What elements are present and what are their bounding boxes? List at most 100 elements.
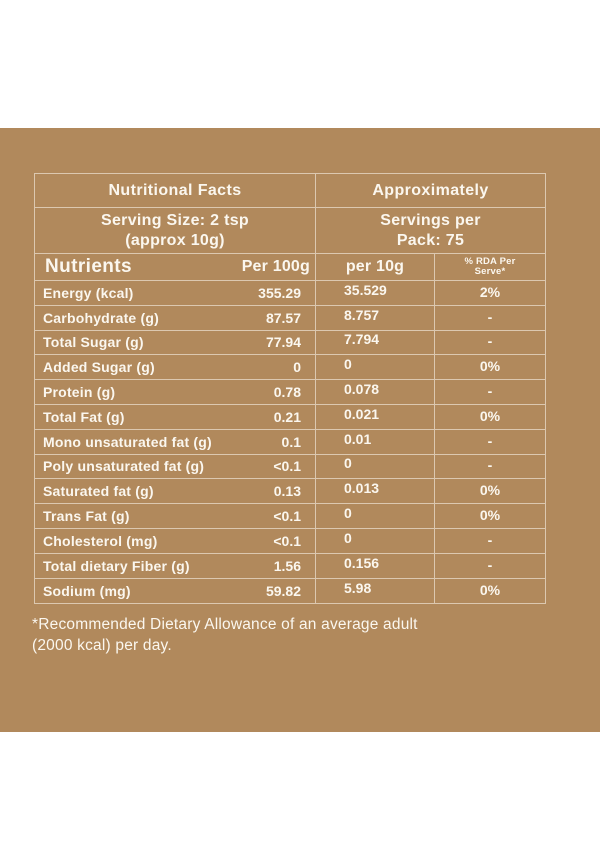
nutrient-cell: Sodium (mg) 59.82 [35, 578, 316, 604]
rda-value: - [487, 457, 493, 474]
serving-size-line2: (approx 10g) [125, 231, 225, 249]
per-10g-cell: 0.021 [316, 404, 435, 429]
per-10g-value: 0.01 [344, 430, 372, 447]
per-10g-value: 0 [344, 455, 352, 472]
nutrient-name: Carbohydrate (g) [43, 309, 159, 326]
per-100g-value: 0.1 [281, 433, 301, 450]
per-10g-column-header: per 10g [345, 258, 405, 275]
rda-value: 0% [479, 407, 501, 424]
per-10g-cell: 7.794 [316, 330, 435, 355]
per-10g-value: 0.078 [344, 381, 380, 398]
per-100g-value: 87.57 [265, 309, 301, 326]
per-10g-cell: 0.078 [316, 380, 435, 404]
nutrient-name: Protein (g) [43, 384, 116, 401]
per-10g-value: 5.98 [344, 579, 372, 596]
nutrition-facts-table: Nutritional Facts Approximately Serving … [34, 173, 546, 605]
nutrient-name: Total Sugar (g) [43, 334, 144, 351]
approximately-title: Approximately [372, 181, 489, 199]
nutrient-cell: Cholesterol (mg) <0.1 [35, 528, 316, 553]
rda-footnote: *Recommended Dietary Allowance of an ave… [32, 614, 418, 656]
per-100g-value: <0.1 [273, 532, 301, 549]
rda-value: 0% [479, 482, 501, 499]
nutrient-name: Trans Fat (g) [43, 508, 130, 525]
per-100g-value: 0.78 [273, 384, 301, 401]
per-100g-value: 0 [293, 359, 301, 376]
rda-cell: - [435, 430, 545, 454]
rda-value: 0% [479, 507, 501, 524]
nutrient-row: Trans Fat (g) <0.1 0 0% [35, 504, 545, 529]
nutrient-cell: Saturated fat (g) 0.13 [35, 479, 316, 504]
per-10g-cell: 0 [316, 454, 435, 479]
nutrient-row: Total Sugar (g) 77.94 7.794 - [35, 330, 545, 356]
nutrient-row: Total Fat (g) 0.21 0.021 0% [35, 404, 545, 430]
rda-cell: 0% [435, 479, 545, 503]
rda-cell: 2% [435, 281, 545, 305]
nutrient-cell: Poly unsaturated fat (g) <0.1 [35, 454, 316, 479]
nutrient-cell: Added Sugar (g) 0 [35, 355, 316, 380]
per-10g-value: 8.757 [344, 306, 380, 323]
per-10g-value: 0.156 [344, 554, 380, 571]
rda-cell: 0% [435, 504, 545, 528]
nutrient-name: Mono unsaturated fat (g) [43, 433, 212, 450]
per-100g-value: 77.94 [265, 334, 301, 351]
nutrient-name: Saturated fat (g) [43, 483, 154, 500]
nutrient-row: Energy (kcal) 355.29 35.529 2% [35, 281, 545, 306]
nutrient-row: Total dietary Fiber (g) 1.56 0.156 - [35, 553, 545, 579]
rda-value: - [487, 432, 493, 449]
per-10g-cell: 0 [316, 528, 435, 553]
footnote-line2: (2000 kcal) per day. [32, 637, 172, 654]
nutrient-name: Total dietary Fiber (g) [43, 557, 190, 574]
per-10g-cell: 0.01 [316, 429, 435, 454]
per-10g-cell: 5.98 [316, 578, 435, 604]
rda-value: 2% [479, 283, 501, 300]
nutrient-row: Sodium (mg) 59.82 5.98 0% [35, 578, 545, 604]
table-title-row: Nutritional Facts Approximately [35, 174, 545, 208]
per-100g-value: <0.1 [273, 458, 301, 475]
nutrient-name: Total Fat (g) [43, 408, 125, 425]
per-100g-value: 59.82 [265, 582, 301, 599]
rda-cell: - [435, 380, 545, 404]
nutrient-name: Sodium (mg) [43, 582, 131, 599]
per-10g-value: 0 [344, 356, 352, 373]
nutrient-row: Poly unsaturated fat (g) <0.1 0 - [35, 454, 545, 480]
nutrient-name: Added Sugar (g) [43, 359, 155, 376]
footnote-line1: *Recommended Dietary Allowance of an ave… [32, 616, 418, 633]
servings-line1: Servings per [380, 211, 481, 229]
rda-value: - [487, 556, 493, 573]
per-100g-column-header: Per 100g [241, 258, 310, 275]
per-10g-value: 35.529 [344, 281, 387, 298]
serving-size-line1: Serving Size: 2 tsp [101, 211, 249, 229]
nutrient-row: Cholesterol (mg) <0.1 0 - [35, 528, 545, 554]
nutrition-label-panel: Nutritional Facts Approximately Serving … [0, 128, 600, 732]
rda-cell: - [435, 554, 545, 578]
rda-cell: - [435, 455, 545, 479]
rda-cell: - [435, 529, 545, 553]
per-100g-value: <0.1 [273, 508, 301, 525]
rda-value: - [487, 383, 493, 400]
nutrient-name: Poly unsaturated fat (g) [43, 458, 205, 475]
per-10g-cell: 35.529 [316, 281, 435, 305]
per-10g-cell: 0.013 [316, 479, 435, 504]
rda-header-line1: % RDA Per [464, 255, 516, 267]
rda-value: 0% [479, 358, 501, 375]
per-10g-cell: 0 [316, 355, 435, 380]
rda-header-line2: Serve* [474, 266, 506, 277]
rda-cell: 0% [435, 355, 545, 379]
rda-value: - [487, 308, 493, 325]
nutrient-row: Protein (g) 0.78 0.078 - [35, 380, 545, 405]
servings-per-pack-cell: Servings per Pack: 75 [316, 208, 545, 253]
per-10g-value: 0.021 [344, 405, 380, 422]
nutrient-name: Cholesterol (mg) [43, 532, 158, 549]
per-100g-value: 355.29 [258, 284, 301, 301]
per-100g-value: 0.21 [273, 408, 301, 425]
nutrients-header-cell: Nutrients Per 100g [35, 254, 316, 280]
per-10g-value: 0 [344, 505, 352, 522]
nutrient-cell: Carbohydrate (g) 87.57 [35, 305, 316, 330]
nutrient-cell: Energy (kcal) 355.29 [35, 281, 316, 305]
nutrient-row: Carbohydrate (g) 87.57 8.757 - [35, 305, 545, 331]
rda-cell: - [435, 331, 545, 355]
per-10g-value: 7.794 [344, 331, 380, 348]
serving-info-row: Serving Size: 2 tsp (approx 10g) Serving… [35, 208, 545, 254]
per-10g-value: 0 [344, 529, 352, 546]
